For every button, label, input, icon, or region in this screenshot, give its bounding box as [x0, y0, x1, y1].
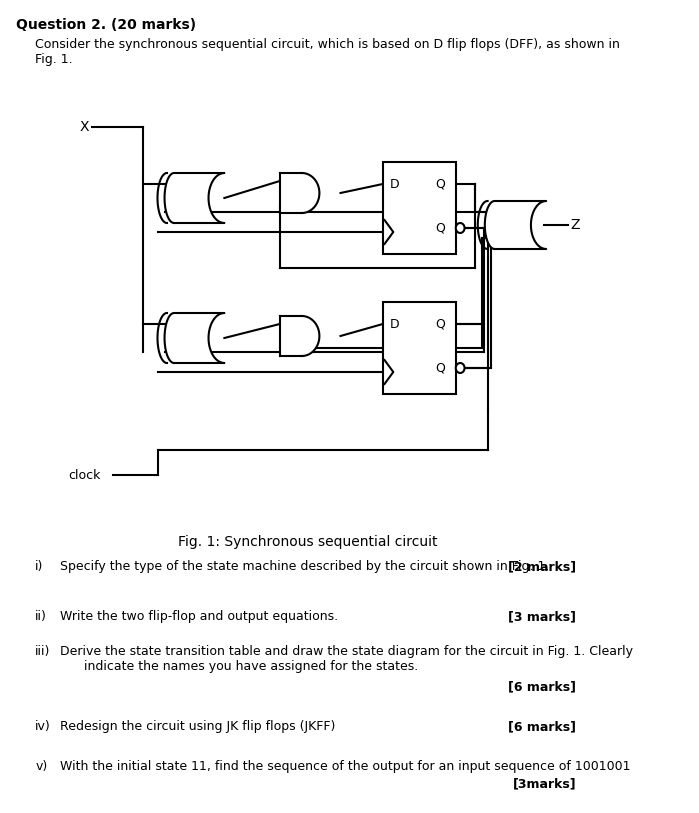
- Text: iii): iii): [35, 645, 50, 658]
- Polygon shape: [485, 201, 546, 249]
- Text: [2 marks]: [2 marks]: [508, 560, 576, 573]
- Text: Fig. 1: Synchronous sequential circuit: Fig. 1: Synchronous sequential circuit: [178, 535, 438, 549]
- Text: Specify the type of the state machine described by the circuit shown in Fig. 1.: Specify the type of the state machine de…: [60, 560, 549, 573]
- Text: [6 marks]: [6 marks]: [508, 680, 576, 693]
- Text: Q: Q: [435, 221, 445, 234]
- Text: [3 marks]: [3 marks]: [508, 610, 576, 623]
- Text: [6 marks]: [6 marks]: [508, 720, 576, 733]
- Text: Derive the state transition table and draw the state diagram for the circuit in : Derive the state transition table and dr…: [60, 645, 633, 673]
- Polygon shape: [164, 173, 224, 223]
- Circle shape: [456, 223, 465, 233]
- Circle shape: [456, 363, 465, 373]
- Text: Write the two flip-flop and output equations.: Write the two flip-flop and output equat…: [60, 610, 338, 623]
- Text: i): i): [35, 560, 43, 573]
- Text: ii): ii): [35, 610, 47, 623]
- Text: Q: Q: [435, 177, 445, 190]
- Text: Consider the synchronous sequential circuit, which is based on D flip flops (DFF: Consider the synchronous sequential circ…: [35, 38, 620, 66]
- Text: iv): iv): [35, 720, 51, 733]
- Bar: [383, 162, 456, 254]
- Text: [3marks]: [3marks]: [512, 777, 576, 790]
- Text: Q: Q: [435, 362, 445, 375]
- Text: Q: Q: [435, 318, 445, 331]
- Text: D: D: [390, 177, 399, 190]
- Text: clock: clock: [69, 468, 101, 481]
- Text: Question 2. (20 marks): Question 2. (20 marks): [16, 18, 196, 32]
- Polygon shape: [280, 173, 319, 213]
- Text: With the initial state 11, find the sequence of the output for an input sequence: With the initial state 11, find the sequ…: [60, 760, 630, 773]
- Text: Redesign the circuit using JK flip flops (JKFF): Redesign the circuit using JK flip flops…: [60, 720, 336, 733]
- Text: X: X: [80, 120, 89, 134]
- Text: v): v): [35, 760, 48, 773]
- Text: Z: Z: [570, 218, 579, 232]
- Polygon shape: [280, 316, 319, 356]
- Bar: [383, 302, 456, 394]
- Text: D: D: [390, 318, 399, 331]
- Polygon shape: [164, 313, 224, 363]
